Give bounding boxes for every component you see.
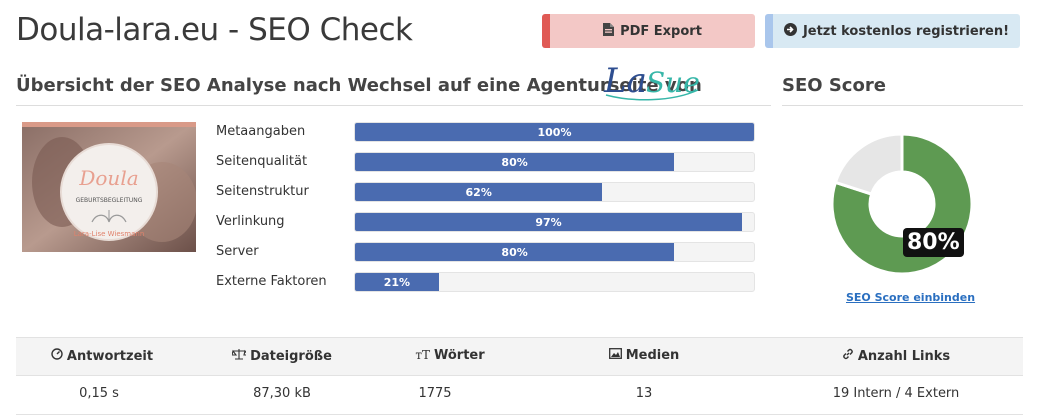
metric-row: Server 80%	[216, 242, 776, 264]
pdf-export-button[interactable]: PDF Export	[542, 14, 755, 48]
page-title: Doula-lara.eu - SEO Check	[16, 12, 413, 48]
stats-table: Antwortzeit Dateigröße тT Wörter Medien A…	[16, 337, 1023, 415]
stat-value-file-size: 87,30 kB	[253, 386, 311, 401]
metric-label: Externe Faktoren	[216, 274, 327, 289]
metric-label: Seitenqualität	[216, 154, 308, 169]
metric-label: Server	[216, 244, 259, 259]
metric-row: Seitenqualität 80%	[216, 152, 776, 174]
metric-bar-fill: 21%	[355, 273, 439, 291]
thumbnail-subtitle: GEBURTSBEGLEITUNG	[76, 197, 143, 204]
svg-text:Sue: Sue	[646, 66, 700, 99]
register-button[interactable]: Jetzt kostenlos registrieren!	[765, 14, 1020, 48]
metric-bar-fill: 100%	[355, 123, 754, 141]
metric-bar-track: 62%	[354, 182, 755, 202]
metric-bar-track: 80%	[354, 152, 755, 172]
stat-header-response-time: Antwortzeit	[2, 348, 202, 364]
stat-value-response-time: 0,15 s	[79, 386, 119, 401]
score-divider	[782, 105, 1023, 106]
stats-header-row	[16, 338, 1023, 376]
scale-icon	[231, 348, 250, 364]
svg-text:La: La	[603, 61, 647, 101]
metric-label: Metaangaben	[216, 124, 306, 139]
website-thumbnail: Doula GEBURTSBEGLEITUNG Lara-Lise Wiesma…	[22, 122, 196, 252]
gauge-icon	[51, 348, 63, 364]
thumbnail-caption: Lara-Lise Wiesmann	[74, 230, 145, 238]
overview-divider	[16, 105, 771, 106]
overview-title: Übersicht der SEO Analyse nach Wechsel a…	[16, 75, 702, 96]
thumbnail-title: Doula	[78, 166, 138, 190]
stat-value-media: 13	[635, 386, 653, 401]
stat-header-file-size: Dateigröße	[182, 348, 382, 364]
metric-row: Externe Faktoren 21%	[216, 272, 776, 294]
metric-label: Verlinkung	[216, 214, 285, 229]
agency-logo[interactable]: La Sue	[602, 60, 702, 102]
stat-header-media: Medien	[544, 348, 744, 363]
stat-header-links: Anzahl Links	[796, 348, 996, 364]
metric-row: Verlinkung 97%	[216, 212, 776, 234]
seo-score-donut	[826, 128, 978, 280]
metric-bar-fill: 80%	[355, 243, 675, 261]
text-size-icon: тT	[415, 348, 430, 362]
file-pdf-icon	[603, 22, 615, 40]
metric-row: Metaangaben 100%	[216, 122, 776, 144]
link-icon	[842, 348, 854, 364]
donut-remaining-segment	[833, 132, 904, 197]
arrow-circle-right-icon	[783, 22, 797, 40]
stat-value-words: 1775	[418, 386, 452, 401]
metric-row: Seitenstruktur 62%	[216, 182, 776, 204]
seo-score-value: 80%	[903, 228, 964, 257]
pdf-export-label: PDF Export	[620, 23, 702, 39]
metric-bar-fill: 62%	[355, 183, 603, 201]
metric-label: Seitenstruktur	[216, 184, 309, 199]
metric-bar-track: 100%	[354, 122, 755, 142]
metric-bar-track: 97%	[354, 212, 755, 232]
register-label: Jetzt kostenlos registrieren!	[802, 23, 1010, 39]
stat-value-links: 19 Intern / 4 Extern	[832, 386, 960, 401]
image-icon	[608, 348, 622, 363]
metric-bar-track: 21%	[354, 272, 755, 292]
metric-bar-fill: 97%	[355, 213, 743, 231]
metric-bar-track: 80%	[354, 242, 755, 262]
stat-header-words: тT Wörter	[415, 348, 485, 363]
seo-score-title: SEO Score	[782, 75, 886, 96]
embed-score-link[interactable]: SEO Score einbinden	[846, 291, 976, 304]
metric-bar-fill: 80%	[355, 153, 675, 171]
